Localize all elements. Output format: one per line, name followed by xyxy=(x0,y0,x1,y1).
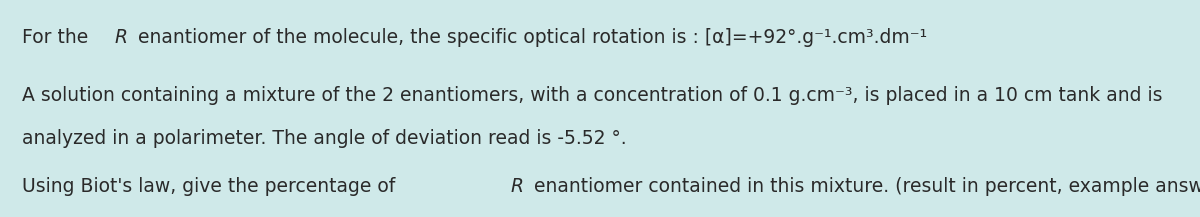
Text: enantiomer of the molecule, the specific optical rotation is : [α]=+92°.g⁻¹.cm³.: enantiomer of the molecule, the specific… xyxy=(132,28,926,47)
Text: R: R xyxy=(115,28,128,47)
Text: A solution containing a mixture of the 2 enantiomers, with a concentration of 0.: A solution containing a mixture of the 2… xyxy=(22,86,1162,105)
Text: analyzed in a polarimeter. The angle of deviation read is -5.52 °.: analyzed in a polarimeter. The angle of … xyxy=(22,129,626,148)
Text: Using Biot's law, give the percentage of: Using Biot's law, give the percentage of xyxy=(22,177,401,196)
Text: For the: For the xyxy=(22,28,94,47)
Text: enantiomer contained in this mixture. (result in percent, example answer 76): enantiomer contained in this mixture. (r… xyxy=(528,177,1200,196)
Text: R: R xyxy=(511,177,524,196)
